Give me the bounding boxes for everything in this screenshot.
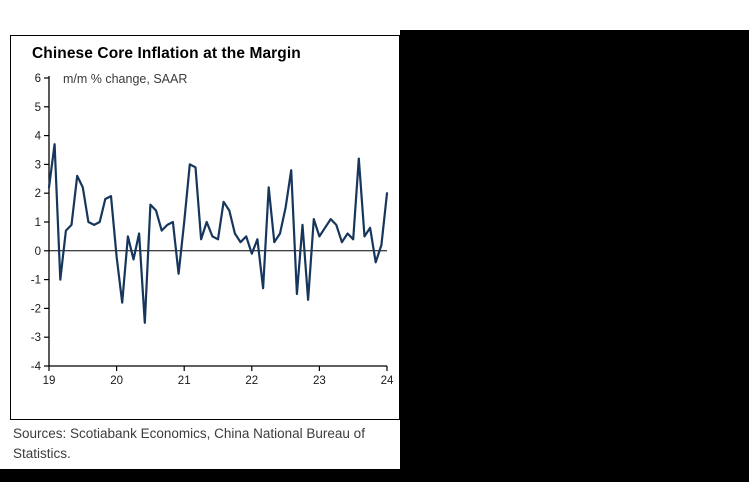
chart-title: Chinese Core Inflation at the Margin: [32, 45, 301, 62]
y-tick-label: -4: [31, 361, 42, 373]
y-tick-label: 0: [35, 246, 41, 258]
y-tick-label: 3: [35, 159, 41, 171]
chart-subtitle: m/m % change, SAAR: [63, 72, 188, 86]
black-panel-right: [400, 30, 749, 482]
x-tick-label: 20: [110, 375, 123, 387]
y-tick-label: 6: [35, 73, 41, 85]
y-tick-label: 4: [35, 131, 42, 143]
x-tick-label: 22: [245, 375, 258, 387]
x-tick-label: 23: [313, 375, 326, 387]
y-tick-label: -3: [31, 332, 41, 344]
axis-ticks: [44, 77, 388, 371]
black-bottom-bar: [0, 469, 749, 482]
x-tick-label: 24: [381, 375, 394, 387]
x-tick-label: 21: [178, 375, 191, 387]
y-tick-label: -2: [31, 303, 41, 315]
sources-note: Sources: Scotiabank Economics, China Nat…: [13, 426, 365, 461]
chart-plot-area: 6 5 4 3 2 1 0 -1 -2 -3 -4 19 20 21 22 23 24: [13, 66, 397, 405]
inflation-line-series: [47, 143, 389, 324]
y-tick-label: 1: [35, 217, 41, 229]
x-tick-label: 19: [43, 375, 56, 387]
y-tick-label: 5: [35, 102, 41, 114]
y-tick-label: -1: [31, 275, 41, 287]
chart-card: Chinese Core Inflation at the Margin m/m…: [10, 35, 400, 420]
axes: [48, 76, 387, 367]
y-tick-label: 2: [35, 188, 41, 200]
